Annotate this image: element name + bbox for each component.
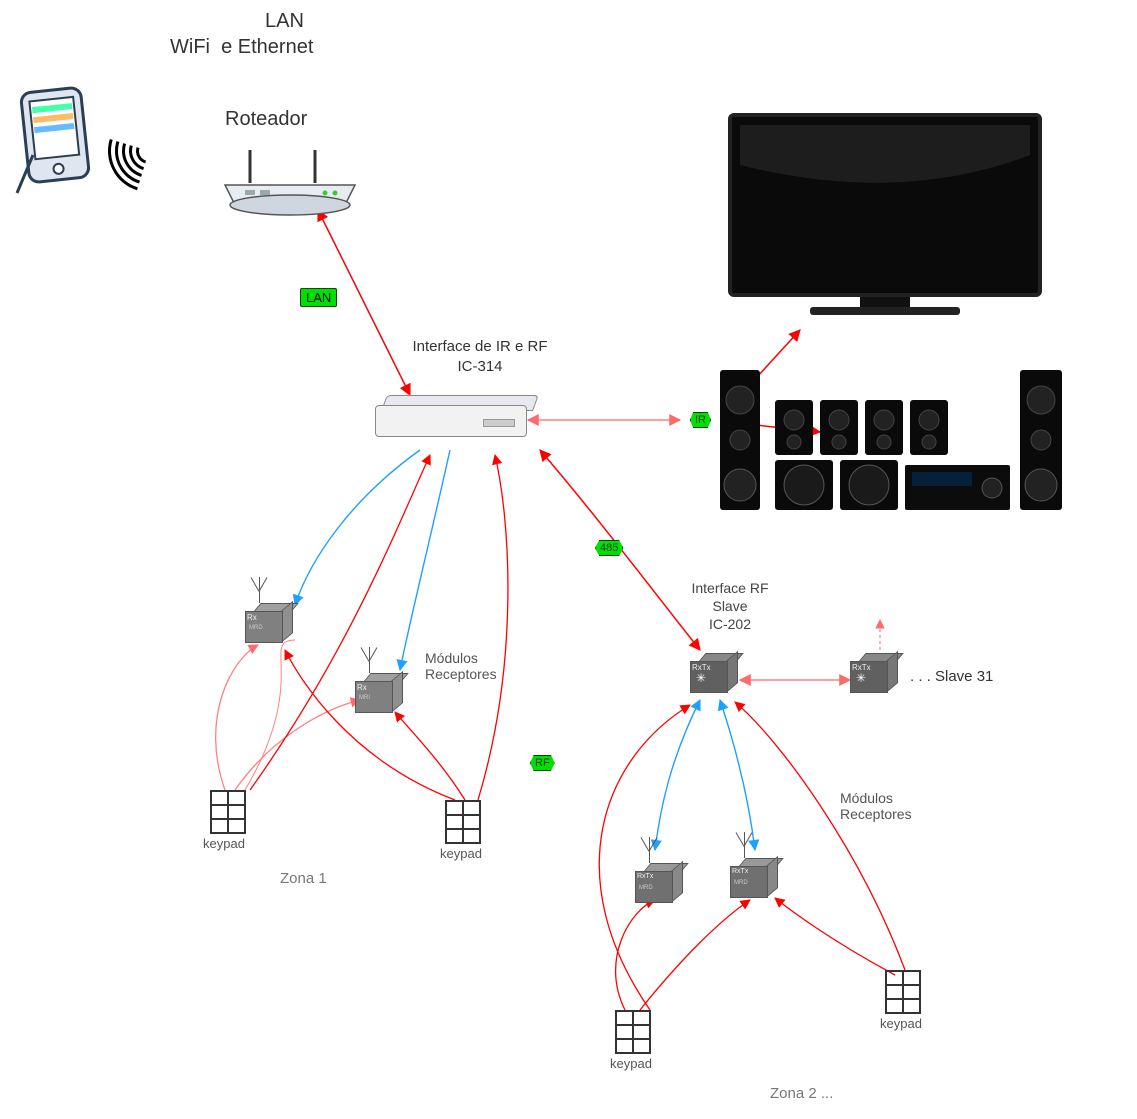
edge-kp1-extra (245, 640, 295, 790)
wifi-icon (108, 110, 188, 190)
rfslave-label-2: Slave (670, 598, 790, 614)
router-label: Roteador (225, 108, 307, 131)
edge-kp3-rxtx2a (616, 900, 655, 1010)
ic-title-2: IC-314 (390, 358, 570, 375)
edge-kp4-slave (735, 702, 905, 970)
keypad-4 (885, 970, 921, 1014)
lan-tag: LAN (300, 288, 337, 307)
edge-kp3-slave (599, 705, 690, 1010)
keypad-2-label: keypad (440, 846, 482, 861)
ic-title-1: Interface de IR e RF (390, 338, 570, 355)
edge-kp3-rxtx2b (640, 900, 750, 1010)
edge-kp1-rx2 (235, 700, 360, 790)
slave31-label: . . . Slave 31 (910, 668, 993, 685)
tablet-device (15, 85, 85, 185)
edge-ic-rx1 (295, 450, 420, 605)
mod-recept-label-1: Módulos Receptores (425, 650, 497, 682)
edge-kp2-ic (478, 455, 508, 800)
rf-tag: RF (530, 755, 555, 771)
edge-ic-rx2 (400, 450, 450, 670)
keypad-2 (445, 800, 481, 844)
keypad-1-label: keypad (203, 836, 245, 851)
edge-kp1-rx1 (216, 645, 258, 790)
zona1-label: Zona 1 (280, 870, 327, 887)
rs485-tag: 485 (595, 540, 623, 556)
edge-slave-rxtx2b (720, 700, 755, 850)
rfslave-label-3: IC-202 (670, 616, 790, 632)
router-device (215, 145, 365, 230)
keypad-3 (615, 1010, 651, 1054)
ir-tag: IR (690, 412, 711, 428)
lan-header-2: WiFi e Ethernet (170, 36, 313, 59)
keypad-4-label: keypad (880, 1016, 922, 1031)
zona2-label: Zona 2 ... (770, 1085, 833, 1102)
edge-kp4-rxtx2b (775, 898, 895, 975)
keypad-3-label: keypad (610, 1056, 652, 1071)
mod-recept-label-2: Módulos Receptores (840, 790, 912, 822)
edge-slave-rxtx2a (655, 700, 700, 850)
keypad-1 (210, 790, 246, 834)
tv-device (720, 105, 1020, 295)
ic314-device (375, 395, 525, 439)
stereo-device (720, 360, 1020, 480)
lan-header-1: LAN (265, 10, 304, 33)
edge-kp2-rx2 (395, 712, 465, 800)
rfslave-label-1: Interface RF (670, 580, 790, 596)
